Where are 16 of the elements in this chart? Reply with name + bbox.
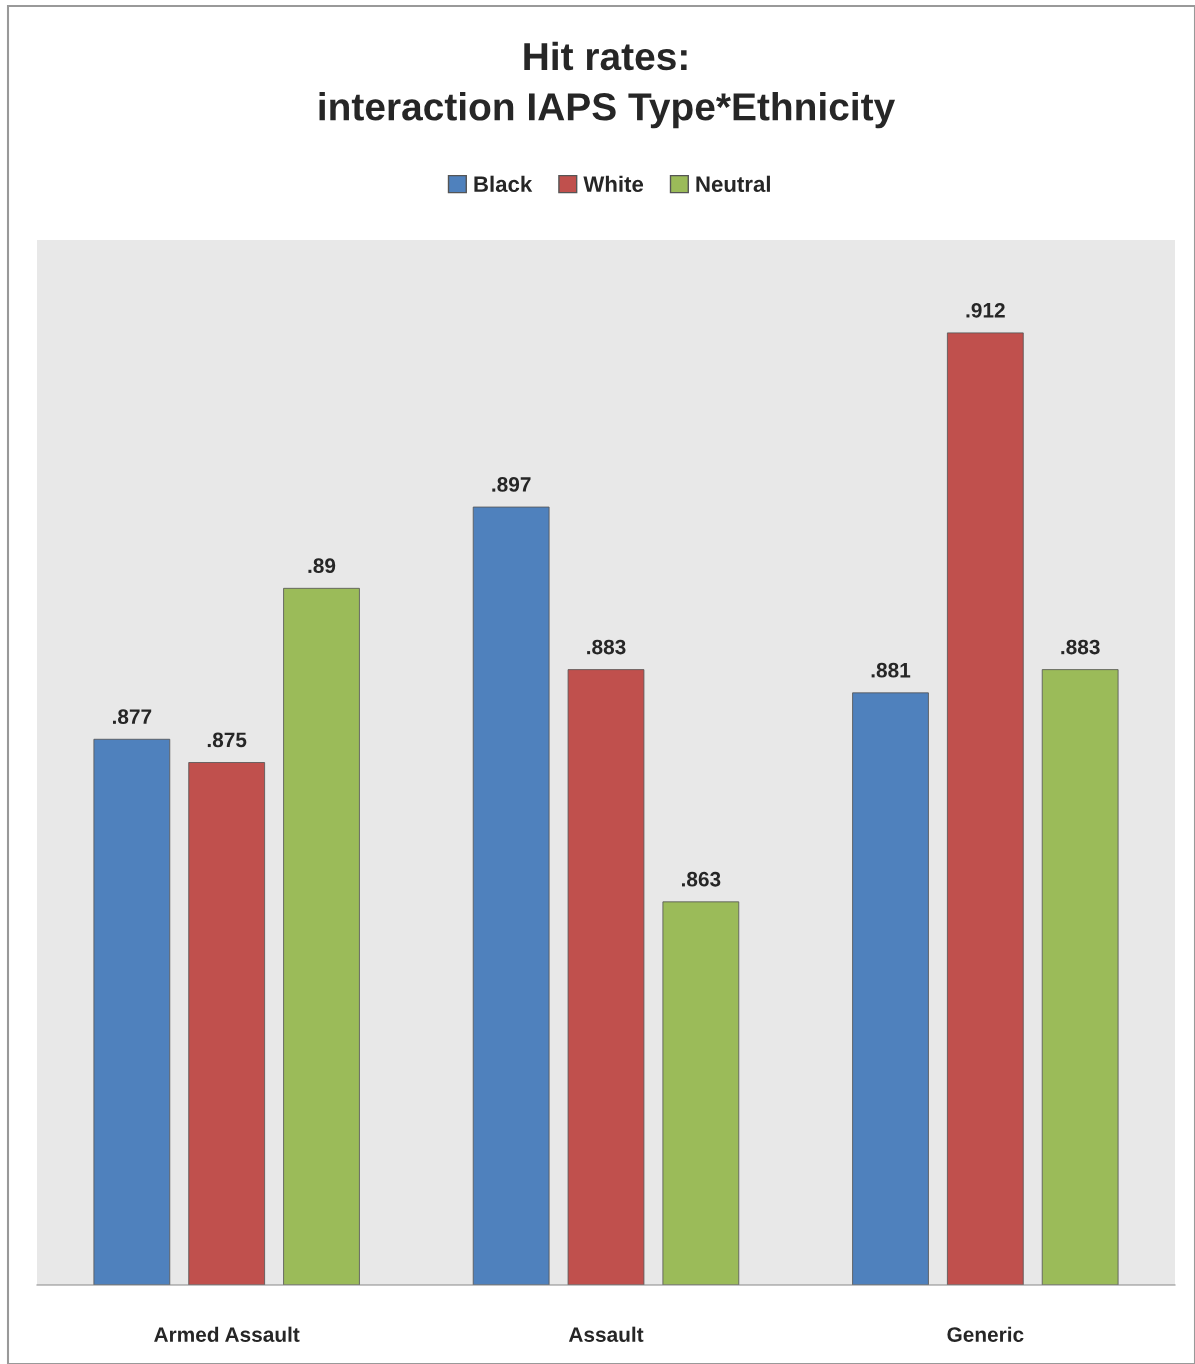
legend-label: Black	[474, 175, 533, 193]
chart-title: Hit rates: interaction IAPS Type*Ethnicity	[319, 41, 896, 129]
data-label: .89	[308, 558, 336, 574]
data-label: .877	[112, 709, 152, 725]
data-label: .897	[492, 477, 531, 492]
x-tick-label: Armed Assault	[154, 1326, 300, 1342]
legend-label: Neutral	[696, 175, 770, 193]
data-label: .883	[1061, 639, 1100, 655]
x-tick-label: Generic	[947, 1326, 1024, 1342]
data-label: .881	[871, 662, 911, 678]
data-label: .875	[207, 732, 247, 748]
data-label: .912	[966, 302, 1005, 318]
data-label: .883	[587, 639, 626, 655]
data-label: .863	[681, 871, 721, 887]
x-tick-label: Assault	[568, 1326, 644, 1342]
legend-label: White	[583, 175, 644, 193]
